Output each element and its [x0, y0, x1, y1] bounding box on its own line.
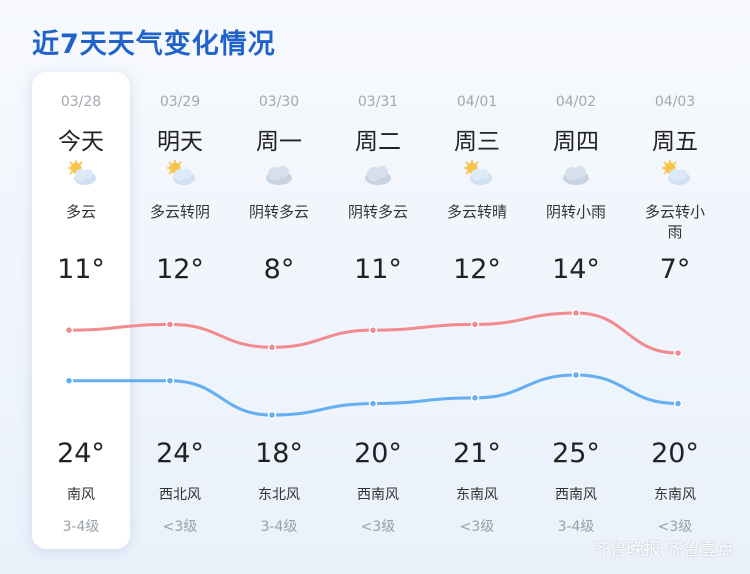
day-column[interactable]: 03/29 明天多云转阴 12° 24° 西北风 <3级 [131, 72, 229, 549]
wind-direction: 南风 [67, 487, 95, 503]
wind-level: <3级 [360, 519, 396, 535]
weather-description: 多云 [65, 203, 96, 221]
low-temp: 20° [354, 438, 402, 469]
wind-direction: 西南风 [357, 487, 399, 503]
weather-description: 多云转阴 [149, 203, 210, 221]
wind-level: 3-4级 [557, 519, 595, 535]
low-temp: 24° [57, 438, 105, 469]
page-title: 近7天天气变化情况 [32, 29, 276, 60]
sun-cloud-icon [163, 158, 197, 188]
high-temp: 12° [453, 254, 501, 285]
weather-description: 多云转小雨 [644, 203, 705, 241]
wind-level: <3级 [657, 519, 693, 535]
day-date: 03/29 [159, 94, 201, 110]
weather-description: 阴转小雨 [545, 203, 606, 221]
low-temp: 25° [552, 438, 600, 469]
day-label: 周二 [355, 129, 401, 155]
weather-description: 多云转晴 [446, 203, 507, 221]
day-column[interactable]: 03/30 周一阴转多云 8° 18° 东北风 3-4级 [230, 72, 328, 549]
day-column[interactable]: 04/01 周三多云转晴 12° 21° 东南风 <3级 [428, 72, 526, 549]
low-temp: 18° [255, 438, 303, 469]
high-temp: 12° [156, 254, 204, 285]
wind-direction: 西南风 [555, 487, 597, 503]
day-column[interactable]: 04/03 周五多云转小雨 7° 20° 东南风 <3级 [626, 72, 724, 549]
day-label: 周三 [454, 129, 500, 155]
day-date: 04/02 [555, 94, 597, 110]
cloud-icon [559, 158, 593, 188]
cloud-icon [361, 158, 395, 188]
weather-description: 阴转多云 [347, 203, 408, 221]
day-label: 明天 [157, 129, 203, 155]
high-temp: 14° [552, 254, 600, 285]
day-date: 03/28 [60, 94, 102, 110]
wind-level: 3-4级 [62, 519, 100, 535]
day-date: 04/03 [654, 94, 696, 110]
high-temp: 8° [263, 254, 295, 285]
low-temp: 20° [651, 438, 699, 469]
day-label: 今天 [58, 129, 104, 155]
wind-level: <3级 [162, 519, 198, 535]
sun-cloud-icon [64, 158, 98, 188]
wind-direction: 东南风 [654, 487, 696, 503]
wind-direction: 东北风 [258, 487, 300, 503]
sun-cloud-icon [460, 158, 494, 188]
wind-level: 3-4级 [260, 519, 298, 535]
day-date: 03/31 [357, 94, 399, 110]
today-highlight-card[interactable] [32, 72, 130, 549]
low-temp: 24° [156, 438, 204, 469]
day-label: 周四 [553, 129, 599, 155]
day-date: 04/01 [456, 94, 498, 110]
day-column[interactable]: 03/31 周二阴转多云 11° 20° 西南风 <3级 [329, 72, 427, 549]
high-temp: 11° [354, 254, 402, 285]
watermark: 齐鲁晚报 齐鲁壹点 [592, 540, 734, 560]
cloud-icon [262, 158, 296, 188]
wind-direction: 东南风 [456, 487, 498, 503]
wind-level: <3级 [459, 519, 495, 535]
day-column[interactable]: 03/28 今天多云 11° 24° 南风 3-4级 [32, 72, 130, 549]
day-label: 周一 [256, 129, 302, 155]
sun-cloud-icon [658, 158, 692, 188]
high-temp: 11° [57, 254, 105, 285]
wind-direction: 西北风 [159, 487, 201, 503]
low-temp: 21° [453, 438, 501, 469]
weather-description: 阴转多云 [248, 203, 309, 221]
day-label: 周五 [652, 129, 698, 155]
day-date: 03/30 [258, 94, 300, 110]
day-column[interactable]: 04/02 周四阴转小雨 14° 25° 西南风 3-4级 [527, 72, 625, 549]
high-temp: 7° [659, 254, 691, 285]
